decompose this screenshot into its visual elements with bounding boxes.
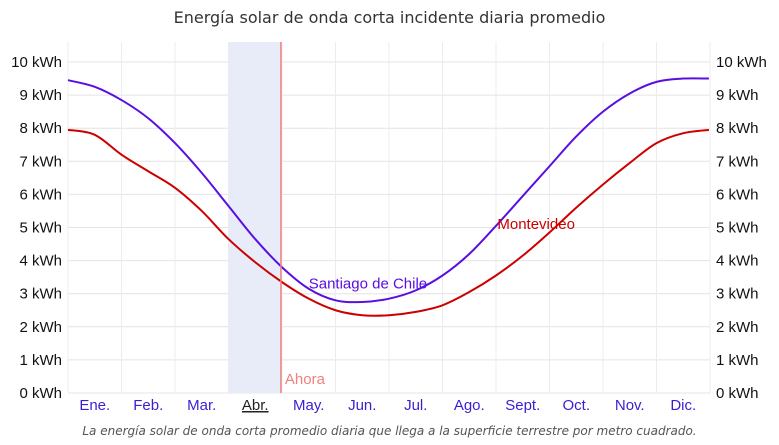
x-tick-label: Abr.	[242, 397, 269, 414]
series-label-1: Montevideo	[497, 216, 575, 233]
series-line-0	[67, 77, 709, 304]
y-tick-label-right: 0 kWh	[716, 385, 759, 402]
y-tick-label-left: 10 kWh	[11, 54, 62, 71]
x-tick-label: Mar.	[187, 397, 216, 414]
series-line-1	[67, 128, 710, 317]
x-tick-label: May.	[293, 397, 324, 414]
x-tick-label: Jul.	[404, 397, 427, 414]
x-tick-label: Ago.	[454, 397, 485, 414]
x-tick-label: Ene.	[79, 397, 110, 414]
y-tick-label-left: 6 kWh	[19, 186, 62, 203]
y-tick-label-left: 8 kWh	[19, 120, 62, 137]
x-tick-label: Sept.	[505, 397, 540, 414]
x-tick-label: Dic.	[670, 397, 696, 414]
gridlines	[67, 42, 711, 394]
y-tick-label-left: 4 kWh	[19, 253, 62, 270]
now-marker-label: Ahora	[285, 371, 326, 388]
chart-title: Energía solar de onda corta incidente di…	[173, 8, 606, 27]
y-tick-label-left: 1 kWh	[19, 352, 62, 369]
y-tick-label-right: 9 kWh	[716, 87, 759, 104]
y-tick-label-left: 2 kWh	[19, 319, 62, 336]
y-tick-label-left: 0 kWh	[19, 385, 62, 402]
y-tick-label-right: 5 kWh	[716, 220, 759, 237]
y-tick-label-right: 4 kWh	[716, 253, 759, 270]
series-lines	[67, 77, 710, 317]
y-tick-label-left: 7 kWh	[19, 153, 62, 170]
series-label-0: Santiago de Chile	[309, 275, 427, 292]
y-tick-label-left: 5 kWh	[19, 220, 62, 237]
y-tick-label-right: 10 kWh	[716, 54, 767, 71]
y-tick-label-right: 6 kWh	[716, 186, 759, 203]
y-tick-label-right: 2 kWh	[716, 319, 759, 336]
chart-caption: La energía solar de onda corta promedio …	[82, 424, 697, 438]
y-axis-left: 0 kWh 1 kWh 2 kWh 3 kWh 4 kWh 5 kWh 6 kWh 7 kWh…	[11, 54, 62, 402]
y-tick-label-right: 3 kWh	[716, 286, 759, 303]
x-tick-label: Jun.	[348, 397, 376, 414]
series-labels: Santiago de Chile Montevideo	[309, 216, 575, 292]
y-tick-label-left: 3 kWh	[19, 286, 62, 303]
y-tick-label-right: 8 kWh	[716, 120, 759, 137]
x-axis: Ene. Feb. Mar. Abr. May. Jun. Jul. Ago. Sept. Oct…	[79, 397, 696, 414]
y-tick-label-right: 1 kWh	[716, 352, 759, 369]
y-tick-label-left: 9 kWh	[19, 87, 62, 104]
x-tick-label: Oct.	[562, 397, 590, 414]
y-tick-label-right: 7 kWh	[716, 153, 759, 170]
x-tick-label: Feb.	[133, 397, 163, 414]
x-tick-label: Nov.	[615, 397, 645, 414]
y-axis-right: 0 kWh 1 kWh 2 kWh 3 kWh 4 kWh 5 kWh 6 kWh 7 kWh…	[716, 54, 767, 402]
